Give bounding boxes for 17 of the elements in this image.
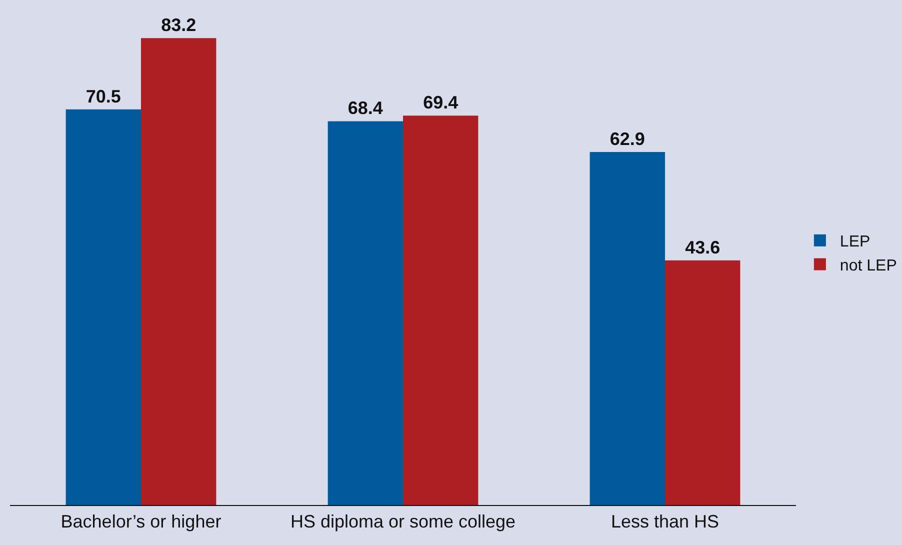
bar	[328, 121, 403, 505]
legend-label: LEP	[840, 234, 870, 251]
bar	[590, 152, 665, 505]
data-label: 83.2	[161, 15, 196, 36]
bar	[665, 260, 740, 505]
bar	[403, 116, 478, 505]
legend-label: not LEP	[840, 257, 897, 274]
data-label: 62.9	[610, 129, 645, 150]
data-label: 70.5	[86, 86, 121, 106]
bar	[141, 38, 216, 505]
data-label: 69.4	[423, 92, 458, 113]
x-tick-label: Bachelor’s or higher	[60, 512, 222, 532]
data-label: 68.4	[348, 98, 383, 118]
x-tick-label: Less than HS	[610, 512, 720, 532]
data-label: 43.6	[685, 237, 720, 258]
x-tick-label: HS diploma or some college	[290, 512, 516, 532]
bar	[66, 109, 141, 505]
